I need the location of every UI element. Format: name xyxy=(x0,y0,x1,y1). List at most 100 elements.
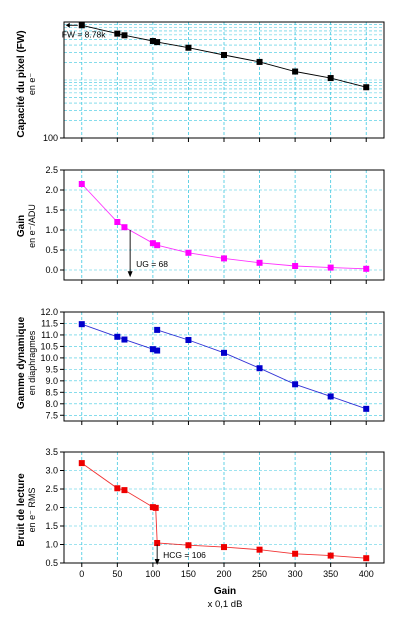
xtick-label-400: 400 xyxy=(359,569,374,579)
point-fw-60 xyxy=(121,32,128,39)
ytick-label-rn-1: 1.0 xyxy=(45,540,58,550)
markers-layer xyxy=(78,22,370,562)
point-gain-100 xyxy=(149,240,156,247)
point-fw-200 xyxy=(221,51,227,58)
point-fw-250 xyxy=(256,58,263,65)
ylabel-dr-group: Gamme dynamique en diaphragmes xyxy=(16,316,37,409)
point-fw-350 xyxy=(327,75,334,82)
xtick-label-350: 350 xyxy=(323,569,338,579)
ytick-label-rn-0.5: 0.5 xyxy=(45,558,58,568)
point-rn-200 xyxy=(221,544,227,551)
ylabel-fw: Capacité du pixel (FW) xyxy=(16,30,27,137)
ylabel-rn-group: Bruit de lecture en e⁻ RMS xyxy=(16,473,37,547)
point-dr-350 xyxy=(327,393,334,400)
xtick-label-100: 100 xyxy=(145,569,160,579)
point-dr-60 xyxy=(121,336,128,343)
point-fw-400 xyxy=(363,84,370,91)
xtick-label-250: 250 xyxy=(252,569,267,579)
point-fw-0 xyxy=(78,22,85,29)
point-rn-150 xyxy=(185,542,192,549)
point-gain-60 xyxy=(121,224,128,231)
point-gain-250 xyxy=(256,259,263,266)
point-gain-200 xyxy=(221,255,227,262)
xtick-label-0: 0 xyxy=(79,569,84,579)
point-dr-300 xyxy=(292,381,299,388)
ytick-label-gain-2.5: 2.5 xyxy=(45,165,58,175)
point-dr-106 xyxy=(154,326,161,333)
ytick-label-gain-2: 2.0 xyxy=(45,185,58,195)
point-gain-350 xyxy=(327,264,334,271)
ylabel-gain: Gain xyxy=(16,215,27,237)
ytick-label-rn-1.5: 1.5 xyxy=(45,521,58,531)
ylabel-fw-group: Capacité du pixel (FW) en e⁻ xyxy=(16,30,37,137)
point-gain-50 xyxy=(114,219,121,225)
annotation-text-fw: FW = 8.78k xyxy=(62,29,106,39)
ytick-label-dr-12: 12.0 xyxy=(40,307,58,317)
tick-labels-layer: 100 0.0 0.5 1.0 1.5 2.0 2.5 7.58.0 8.59.0 9.510.0… xyxy=(40,133,373,579)
ytick-label-dr-8.5: 8.5 xyxy=(45,387,58,397)
ylabel-gain-unit: en e⁻/ADU xyxy=(27,204,37,248)
point-gain-300 xyxy=(292,263,299,269)
annotation-arrowhead-rn xyxy=(154,559,160,565)
point-fw-150 xyxy=(185,44,192,51)
point-rn-60 xyxy=(121,487,128,494)
annotations-layer: FW = 8.78k UG = 68 HCG = 106 xyxy=(62,22,206,565)
xlabel-unit: x 0,1 dB xyxy=(208,599,243,610)
ylabel-fw-unit: en e⁻ xyxy=(27,73,37,96)
point-rn-50 xyxy=(114,485,121,492)
ylabel-dr: Gamme dynamique xyxy=(16,316,27,409)
ylabel-gain-group: Gain en e⁻/ADU xyxy=(16,204,37,248)
ytick-label-rn-3.5: 3.5 xyxy=(45,447,58,457)
point-dr-200 xyxy=(221,349,227,356)
point-dr-250 xyxy=(256,365,263,372)
ytick-label-gain-0: 0.0 xyxy=(45,265,58,275)
ytick-label-gain-1: 1.0 xyxy=(45,225,58,235)
xtick-label-300: 300 xyxy=(288,569,303,579)
point-gain-400 xyxy=(363,265,370,272)
point-rn-104 xyxy=(152,504,159,511)
ytick-label-dr-9.5: 9.5 xyxy=(45,364,58,374)
point-dr-0 xyxy=(78,321,85,328)
point-rn-250 xyxy=(256,546,263,553)
ytick-label-gain-0.5: 0.5 xyxy=(45,245,58,255)
ytick-label-rn-2.5: 2.5 xyxy=(45,484,58,494)
point-fw-300 xyxy=(292,68,299,75)
grid-layer xyxy=(64,22,384,564)
point-rn-0 xyxy=(78,460,85,467)
xtick-label-200: 200 xyxy=(216,569,231,579)
ylabel-dr-unit: en diaphragmes xyxy=(27,330,37,395)
ylabel-rn-unit: en e⁻ RMS xyxy=(27,488,37,533)
point-fw-50 xyxy=(114,30,121,37)
point-gain-0 xyxy=(78,181,85,187)
annotation-arrowhead-gain xyxy=(127,271,133,278)
point-dr-400 xyxy=(363,405,370,412)
point-fw-100 xyxy=(149,38,156,45)
ytick-label-dr-10: 10.0 xyxy=(40,353,58,363)
ytick-label-dr-10.5: 10.5 xyxy=(40,341,58,351)
point-dr-106 xyxy=(154,347,161,354)
point-gain-150 xyxy=(185,249,192,256)
point-rn-350 xyxy=(327,552,334,559)
annotation-text-gain: UG = 68 xyxy=(136,259,168,269)
xtick-label-50: 50 xyxy=(112,569,122,579)
ylabel-rn: Bruit de lecture xyxy=(16,473,27,547)
ytick-label-rn-2: 2.0 xyxy=(45,503,58,513)
point-rn-106 xyxy=(154,540,161,547)
ytick-label-gain-1.5: 1.5 xyxy=(45,205,58,215)
axes-frames-layer xyxy=(60,21,385,567)
point-rn-300 xyxy=(292,550,299,557)
point-dr-150 xyxy=(185,336,192,343)
point-rn-400 xyxy=(363,555,370,562)
point-dr-100 xyxy=(149,346,156,353)
xlabel: Gain xyxy=(214,586,236,597)
ytick-label-dr-7.5: 7.5 xyxy=(45,410,58,420)
point-fw-106 xyxy=(154,39,161,46)
ytick-label-dr-11.5: 11.5 xyxy=(41,318,58,328)
annotation-arrowhead-fw xyxy=(65,22,70,28)
ytick-label-dr-11: 11.0 xyxy=(41,330,58,340)
annotation-text-rn: HCG = 106 xyxy=(163,550,206,560)
point-dr-50 xyxy=(114,333,121,340)
ytick-label-dr-8: 8.0 xyxy=(45,399,58,409)
ytick-label-rn-3: 3.0 xyxy=(45,466,58,476)
